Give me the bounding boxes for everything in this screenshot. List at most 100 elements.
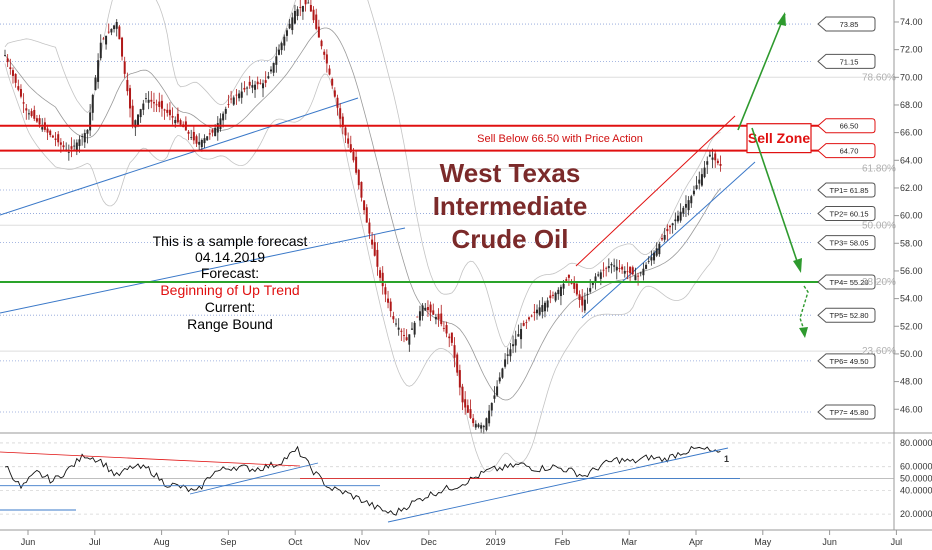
candle-body [461,386,464,403]
candle-body [695,185,698,189]
candle-body [219,118,222,130]
candle-body [320,40,323,47]
fib-labels: 78.60% 61.80% 50.00% 38.20% 23.60% [862,72,896,357]
candle-body [661,238,664,240]
title-line-1: West Texas [440,158,581,188]
candle-body [62,145,65,148]
time-tick-label: Nov [354,537,371,547]
price-tick-label: 52.00 [900,321,923,331]
target-tag-label: TP3= 58.05 [830,239,869,248]
candle-body [105,35,108,45]
candle-body [38,118,41,125]
candle-body [83,133,86,143]
candle-body [344,127,347,136]
title-line-2: Intermediate [433,191,588,221]
candle-body [676,215,679,222]
candle-body [256,81,259,85]
candle-body [432,310,435,315]
candle-body [118,26,121,40]
candle-body [679,211,682,221]
extension-arrow-head [799,327,808,338]
candle-body [504,359,507,367]
candle-body [469,409,472,418]
candle-body [567,274,570,278]
price-tick-label: 48.00 [900,377,923,387]
fib-label: 78.60% [862,72,896,83]
candle-body [395,323,398,325]
candle-body [466,405,469,413]
candle-body [312,9,315,21]
candle-body [211,129,214,133]
time-tick-label: Jun [822,537,837,547]
candle-body [341,116,344,128]
candle-body [655,248,658,256]
candle-body [129,88,132,109]
candle-body [621,266,624,270]
candle-body [192,131,195,141]
candle-body [605,267,608,269]
candle-body [304,0,307,5]
title-line-3: Crude Oil [451,224,568,254]
price-tick-label: 50.00 [900,349,923,359]
osc-trend-line-1 [189,462,319,495]
candle-body [115,21,118,29]
candle-body [408,334,411,345]
oscillator-tick-label: 80.0000 [900,438,932,448]
price-tick-label: 72.00 [900,45,923,55]
candle-body [645,264,648,269]
candle-body [99,42,102,59]
sell-zone-label: Sell Zone [748,130,810,146]
candle-body [73,145,76,147]
candle-body [293,10,296,24]
candle-body [480,425,483,429]
candle-body [158,101,161,107]
candle-body [658,243,661,255]
candle-body [488,410,491,424]
candle-body [267,76,270,79]
candle-body [711,157,714,160]
candle-body [78,139,81,147]
candle-body [315,14,318,29]
candle-body [19,89,22,97]
candle-body [610,264,613,266]
candle-body [440,313,443,325]
target-tag [817,307,876,323]
candle-body [27,113,30,115]
target-tag [817,182,876,198]
candle-body [448,336,451,339]
price-tick-label: 68.00 [900,100,923,110]
candle-body [360,181,363,198]
candle-body [379,270,382,278]
candle-body [663,234,666,240]
candle-body [22,102,25,104]
candle-body [716,160,719,164]
candle-body [113,25,116,30]
candle-body [349,144,352,152]
candle-body [102,38,105,40]
fib-label: 61.80% [862,164,896,175]
candle-body [240,91,243,98]
candle-body [67,151,70,153]
channel-resistance-line [575,115,736,267]
candle-body [700,174,703,186]
time-tick-label: Dec [421,537,438,547]
candle-body [232,97,235,105]
time-tick-label: Aug [154,537,170,547]
candle-body [637,275,640,277]
candle-body [543,302,546,312]
candle-body [275,56,278,65]
candle-body [238,93,241,99]
candle-body [389,301,392,312]
candle-body [599,272,602,279]
candle-body [291,17,294,31]
target-tag-label: TP2= 60.15 [830,210,869,219]
candle-body [559,286,562,297]
candle-body [259,82,262,84]
candle-body [243,87,246,90]
candle-body [150,99,153,102]
candle-body [594,276,597,282]
candle-body [357,169,360,186]
candle-body [647,260,650,262]
down-forecast-arrow [751,127,801,271]
target-tag [817,235,876,251]
